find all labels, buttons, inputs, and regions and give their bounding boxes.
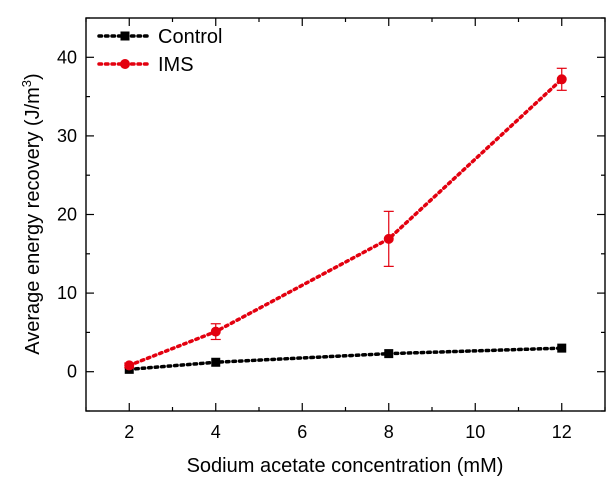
legend-label: Control [158, 26, 222, 48]
data-point [211, 357, 221, 367]
x-tick-label: 2 [124, 422, 134, 442]
data-point [210, 326, 221, 337]
legend-entry-control: Control [97, 26, 222, 48]
legend-marker [120, 59, 130, 69]
y-tick-label: 10 [57, 283, 77, 303]
series-line [127, 77, 564, 368]
x-tick-label: 8 [384, 422, 394, 442]
series-ims [124, 67, 567, 371]
data-point [556, 74, 567, 85]
series-line [127, 346, 564, 372]
plot-border [85, 17, 606, 412]
legend-marker [120, 31, 130, 41]
legend: Control IMS [97, 26, 222, 76]
data-point [124, 360, 135, 371]
y-axis-title-close: ) [22, 73, 44, 80]
x-tick-label: 10 [465, 422, 485, 442]
axis-ticks: 2 4 6 8 10 12 0 10 20 30 40 [57, 17, 606, 442]
series-control [124, 343, 567, 374]
x-tick-label: 4 [211, 422, 221, 442]
series-layer [124, 67, 567, 374]
plot-frame [85, 17, 606, 412]
y-axis-title-sup: 3 [19, 80, 34, 87]
y-tick-label: 30 [57, 126, 77, 146]
y-axis-title: Average energy recovery (J/m3) [19, 73, 44, 354]
data-point [557, 343, 567, 353]
data-point [383, 233, 394, 244]
data-point [384, 349, 394, 359]
y-axis-title-main: Average energy recovery (J/m [22, 87, 44, 355]
y-tick-label: 40 [57, 47, 77, 67]
legend-entry-ims: IMS [97, 54, 194, 76]
x-axis-title: Sodium acetate concentration (mM) [187, 455, 504, 477]
x-tick-label: 12 [552, 422, 572, 442]
y-tick-label: 0 [67, 362, 77, 382]
legend-label: IMS [158, 54, 194, 76]
x-tick-label: 6 [297, 422, 307, 442]
y-tick-label: 20 [57, 205, 77, 225]
